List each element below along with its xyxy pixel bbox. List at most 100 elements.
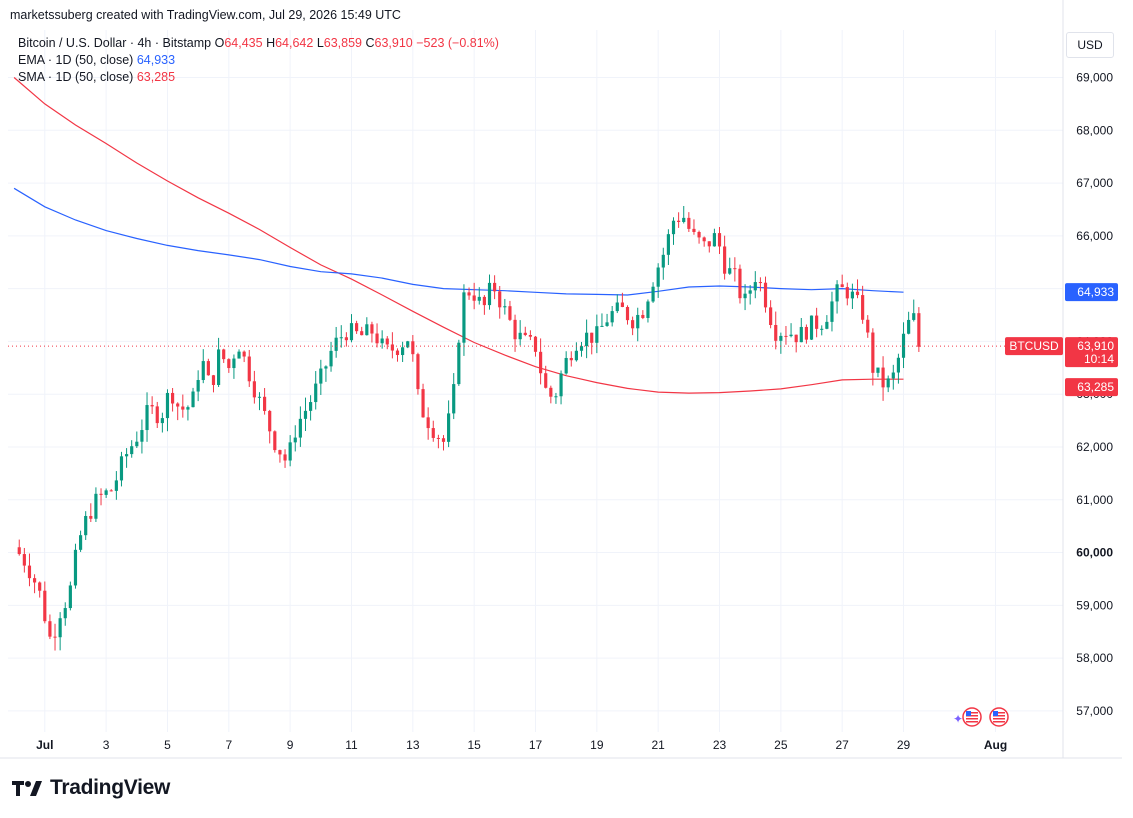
candle-body	[544, 373, 548, 388]
ema-price-tag-text: 64,933	[1077, 285, 1114, 299]
candle-body	[656, 267, 660, 287]
candle-body	[472, 295, 476, 301]
candle-body	[298, 418, 302, 438]
candle-body	[247, 356, 251, 382]
candle-body	[160, 418, 164, 424]
candle-body	[104, 490, 108, 495]
flag-canton	[993, 711, 998, 716]
candle-body	[748, 290, 752, 294]
candle-body	[27, 565, 32, 579]
candle-body	[539, 351, 543, 374]
candle-body	[820, 328, 824, 330]
candle-body	[32, 578, 37, 583]
candle-body	[293, 437, 297, 443]
low-value: 63,859	[323, 36, 362, 50]
brand-logo[interactable]: TradingView	[12, 776, 170, 800]
candle-body	[201, 361, 205, 381]
candle-body	[871, 332, 875, 373]
candle-body	[769, 307, 773, 325]
candle-body	[43, 590, 47, 622]
y-tick-label: 57,000	[1076, 704, 1113, 718]
countdown-text: 10:14	[1084, 352, 1114, 366]
candle-body	[447, 413, 451, 442]
candle-body	[610, 311, 614, 323]
legend: Bitcoin / U.S. Dollar · 4h · Bitstamp O6…	[18, 35, 499, 86]
candle-body	[411, 341, 415, 355]
x-tick-label: 5	[164, 738, 171, 752]
candle-body	[503, 306, 507, 308]
y-tick-label: 61,000	[1076, 493, 1113, 507]
x-tick-label: 17	[529, 738, 543, 752]
candle-body	[666, 234, 670, 255]
candle-body	[825, 321, 829, 329]
candle-body	[912, 313, 916, 320]
candle-body	[830, 301, 834, 322]
y-tick-label: 69,000	[1076, 71, 1113, 85]
low-label: L	[316, 36, 324, 50]
candle-body	[513, 319, 517, 340]
flag-stripe	[993, 718, 1005, 720]
legend-symbol-row: Bitcoin / U.S. Dollar · 4h · Bitstamp O6…	[18, 35, 499, 52]
candle-body	[528, 334, 532, 337]
candle-body	[406, 341, 410, 348]
change-value: −523 (−0.81%)	[416, 36, 499, 50]
candle-body	[799, 326, 803, 343]
x-tick-label: 29	[897, 738, 911, 752]
candle-body	[881, 367, 885, 388]
candle-body	[390, 344, 394, 351]
candle-body	[533, 336, 538, 352]
flag-stripe	[993, 712, 1005, 714]
ema-price-tag	[1065, 283, 1118, 302]
candle-body	[615, 302, 619, 312]
candle-body	[401, 347, 405, 356]
candlestick-series	[17, 205, 921, 651]
candle-body	[283, 454, 287, 461]
candle-body	[891, 372, 895, 379]
candle-body	[94, 493, 98, 519]
candle-body	[774, 324, 778, 341]
last-price-tag-text: 63,910	[1077, 339, 1114, 353]
candle-body	[840, 284, 844, 288]
flag-stripe	[966, 718, 978, 720]
candle-body	[237, 351, 241, 359]
candle-body	[641, 314, 645, 318]
candle-body	[78, 535, 83, 550]
candle-body	[779, 335, 783, 341]
candle-body	[329, 350, 333, 367]
legend-sma-row[interactable]: SMA · 1D (50, close) 63,285	[18, 69, 499, 86]
currency-button[interactable]: USD	[1066, 32, 1114, 58]
candle-body	[733, 268, 737, 270]
candle-body	[477, 296, 481, 301]
candle-body	[58, 618, 62, 638]
candle-body	[625, 306, 630, 321]
candle-body	[344, 337, 348, 341]
candle-body	[462, 292, 466, 343]
x-tick-label: Jul	[36, 738, 53, 752]
last-price-tag	[1065, 337, 1118, 368]
candle-body	[789, 334, 793, 337]
candle-body	[135, 441, 139, 447]
candle-body	[206, 361, 210, 376]
legend-ema-row[interactable]: EMA · 1D (50, close) 64,933	[18, 52, 499, 69]
candle-body	[436, 437, 440, 439]
x-tick-label: 3	[103, 738, 110, 752]
ticker-tag	[1005, 337, 1063, 356]
candle-body	[554, 396, 558, 398]
candle-body	[697, 231, 701, 238]
y-tick-label: 68,000	[1076, 123, 1113, 137]
candle-body	[370, 324, 374, 334]
candle-body	[493, 282, 497, 292]
candle-body	[855, 291, 860, 296]
candle-body	[876, 367, 880, 373]
candle-body	[355, 323, 359, 332]
candle-body	[53, 636, 57, 638]
candle-body	[631, 320, 635, 329]
candle-body	[441, 438, 446, 442]
candle-body	[723, 246, 727, 274]
candle-body	[263, 396, 267, 411]
candle-body	[861, 295, 865, 320]
candle-body	[917, 313, 921, 347]
x-tick-label: 15	[467, 738, 481, 752]
